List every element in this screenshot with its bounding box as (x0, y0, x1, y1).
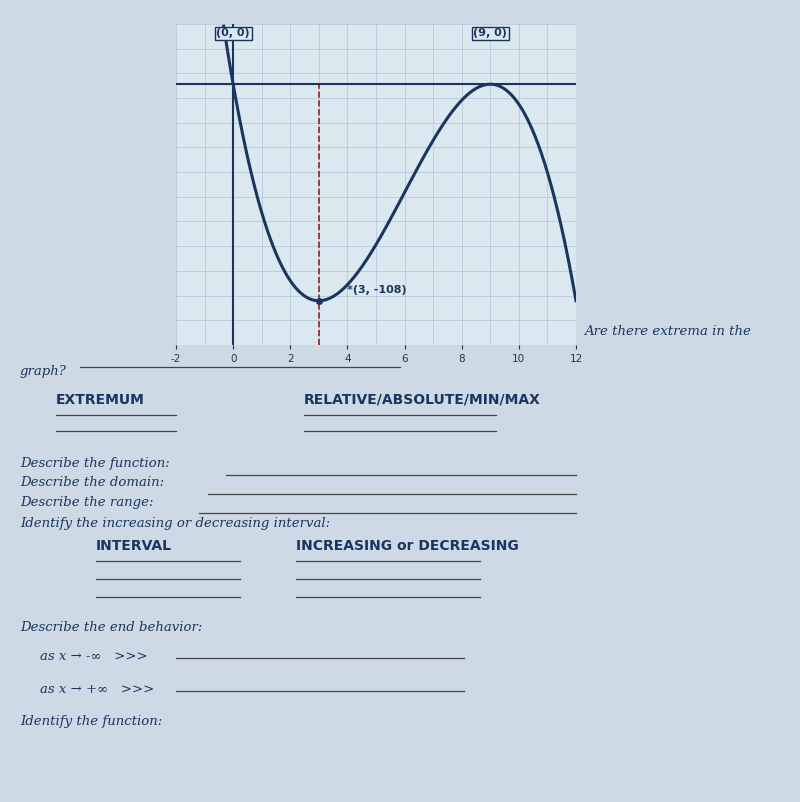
Text: (0, 0): (0, 0) (216, 28, 250, 38)
Text: as x → +∞   >>>: as x → +∞ >>> (40, 683, 154, 696)
Text: *(3, -108): *(3, -108) (347, 285, 407, 294)
Text: INTERVAL: INTERVAL (96, 539, 172, 553)
Text: Describe the end behavior:: Describe the end behavior: (20, 621, 202, 634)
Text: as x → -∞   >>>: as x → -∞ >>> (40, 650, 148, 662)
Text: INCREASING or DECREASING: INCREASING or DECREASING (296, 539, 518, 553)
Text: (9, 0): (9, 0) (474, 28, 507, 38)
Text: Identify the function:: Identify the function: (20, 715, 162, 728)
Text: graph?: graph? (20, 365, 67, 378)
Text: RELATIVE/ABSOLUTE/MIN/MAX: RELATIVE/ABSOLUTE/MIN/MAX (304, 393, 541, 407)
Text: EXTREMUM: EXTREMUM (56, 393, 145, 407)
Text: Describe the domain:: Describe the domain: (20, 476, 164, 489)
Text: Describe the function:: Describe the function: (20, 457, 170, 470)
Text: Identify the increasing or decreasing interval:: Identify the increasing or decreasing in… (20, 517, 330, 530)
Text: Describe the range:: Describe the range: (20, 496, 154, 508)
Text: Are there extrema in the: Are there extrema in the (584, 325, 751, 338)
